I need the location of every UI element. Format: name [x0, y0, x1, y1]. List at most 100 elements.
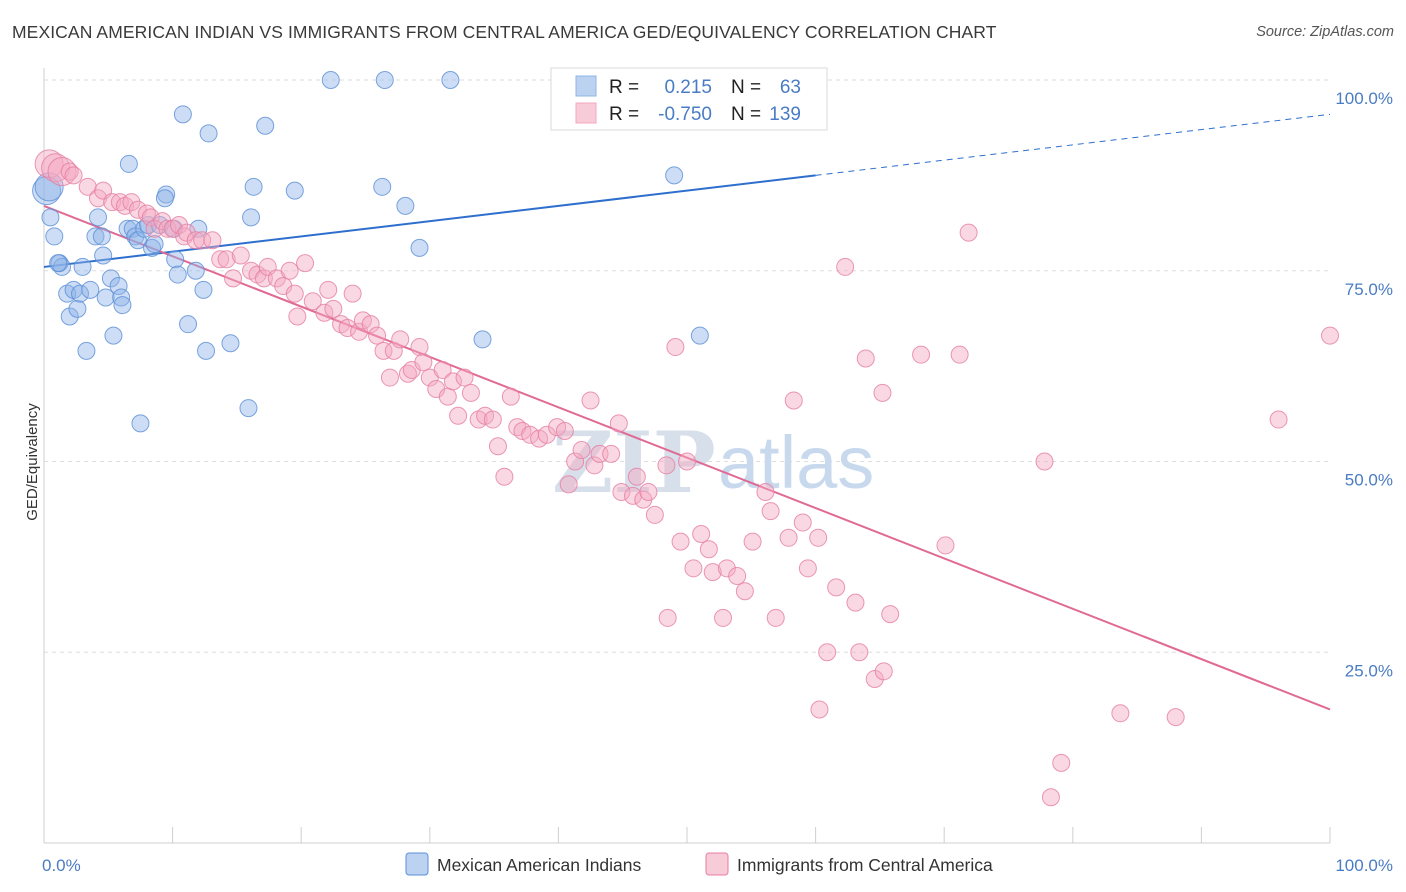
data-point: [396, 196, 415, 215]
data-point: [612, 483, 631, 502]
data-point: [368, 326, 387, 345]
watermark-atlas: atlas: [718, 421, 874, 504]
data-point: [242, 208, 261, 227]
data-point: [145, 235, 164, 254]
data-point: [690, 326, 709, 345]
data-point: [47, 157, 77, 187]
series-mexican-american-indians-points: [32, 71, 709, 433]
data-point: [414, 353, 433, 372]
stats-r-value-1: -0.750: [658, 104, 712, 125]
data-point: [186, 261, 205, 280]
legend-swatch-0: [405, 852, 429, 876]
data-point: [315, 303, 334, 322]
data-point: [678, 452, 696, 471]
data-point: [810, 700, 829, 719]
data-point: [96, 288, 115, 307]
data-point: [623, 486, 642, 505]
x-tick-label-100: 100.0%: [1335, 856, 1393, 875]
data-point: [846, 593, 865, 612]
data-point: [959, 223, 978, 242]
data-point: [217, 250, 236, 269]
stats-n-label-0: N =: [731, 77, 761, 98]
data-point: [818, 643, 837, 662]
data-point: [256, 116, 275, 135]
data-point: [743, 532, 762, 551]
data-point: [856, 349, 875, 368]
data-point: [873, 383, 892, 402]
data-point: [199, 124, 218, 143]
watermark-zip: ZIP: [552, 413, 716, 512]
stats-legend-swatch-1: [575, 102, 597, 124]
data-point: [112, 288, 131, 307]
data-point: [285, 181, 304, 200]
data-point: [666, 338, 685, 357]
data-point: [288, 307, 307, 326]
data-point: [49, 254, 68, 273]
stats-legend-swatch-0: [575, 75, 597, 97]
data-point: [874, 662, 893, 681]
data-point: [34, 172, 64, 202]
data-point: [92, 227, 111, 246]
legend-label-1: Immigrants from Central America: [737, 855, 993, 875]
data-point: [441, 71, 460, 89]
data-point: [609, 414, 628, 433]
data-point: [73, 257, 92, 276]
data-point: [104, 326, 123, 345]
y-tick-label-75: 75.0%: [1345, 280, 1393, 299]
data-point: [71, 284, 90, 303]
data-point: [555, 421, 574, 440]
data-point: [391, 330, 410, 349]
data-point: [784, 391, 803, 410]
data-point: [950, 345, 969, 364]
data-point: [166, 250, 185, 269]
data-point: [692, 524, 711, 543]
data-point: [1035, 452, 1054, 471]
data-point: [850, 643, 869, 662]
legend-swatch-1: [705, 852, 729, 876]
data-point: [128, 231, 147, 250]
data-point: [645, 505, 664, 524]
data-point: [912, 345, 931, 364]
data-point: [779, 528, 798, 547]
y-tick-label-25: 25.0%: [1345, 661, 1393, 680]
data-point: [155, 189, 174, 208]
data-point: [361, 315, 380, 334]
data-point: [756, 483, 775, 502]
data-point: [373, 177, 392, 196]
data-point: [936, 536, 955, 555]
data-point: [581, 391, 600, 410]
data-point: [1052, 753, 1071, 772]
data-point: [224, 269, 243, 288]
data-point: [177, 223, 196, 242]
data-point: [145, 219, 164, 238]
data-point: [380, 368, 399, 387]
data-point: [131, 414, 150, 433]
data-point: [537, 425, 556, 444]
data-point: [602, 444, 621, 463]
x-tick-labels: 0.0% 100.0%: [42, 856, 1393, 875]
series-immigrants-central-america-points: [34, 71, 1339, 807]
data-point: [94, 246, 113, 265]
data-point: [194, 280, 213, 299]
data-point: [657, 456, 676, 475]
data-point: [324, 299, 343, 318]
trend-line-extension-series-0: [815, 113, 1331, 176]
legend-label-0: Mexican American Indians: [437, 855, 642, 875]
data-point: [179, 315, 198, 334]
data-point: [658, 608, 677, 627]
data-point: [836, 257, 855, 276]
data-point: [572, 441, 591, 460]
stats-r-value-0: 0.215: [664, 77, 712, 98]
data-point: [473, 330, 492, 349]
data-point: [559, 475, 578, 494]
data-point: [77, 341, 96, 360]
series-legend: Mexican American Indians Immigrants from …: [405, 852, 993, 876]
data-point: [488, 437, 507, 456]
data-point: [809, 528, 828, 547]
data-point: [627, 467, 646, 486]
data-point: [68, 299, 87, 318]
data-point: [203, 231, 222, 250]
data-point: [1269, 410, 1288, 429]
data-point: [671, 532, 690, 551]
data-point: [717, 559, 736, 578]
